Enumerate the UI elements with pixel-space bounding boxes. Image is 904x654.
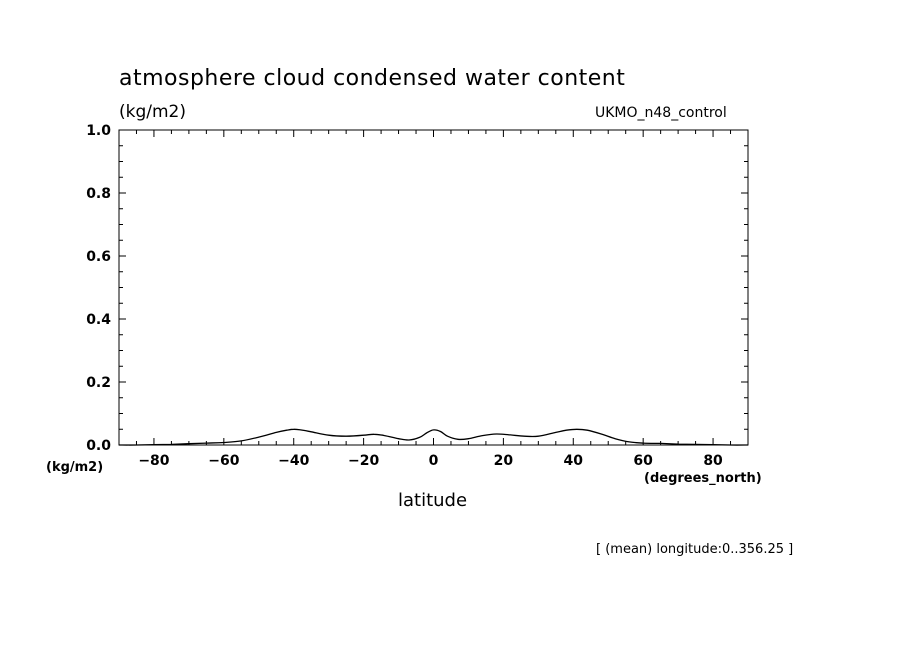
- x-tick-label: −40: [278, 453, 309, 469]
- x-axis-label: latitude: [398, 490, 468, 511]
- y-tick-label: 1.0: [86, 123, 111, 139]
- y-tick-label: 0.0: [86, 438, 111, 454]
- units-label-top: (kg/m2): [119, 102, 187, 122]
- axis-ticks: [118, 129, 749, 446]
- chart-title: atmosphere cloud condensed water content: [119, 66, 626, 91]
- x-tick-label: 0: [429, 453, 439, 469]
- footnote: [ (mean) longitude:0..356.25 ]: [596, 542, 794, 557]
- x-tick-label: −80: [138, 453, 169, 469]
- y-units-label: (kg/m2): [46, 460, 104, 475]
- y-tick-label: 0.2: [86, 375, 111, 391]
- tick-labels: −80 −60 −40 −20 0 20 40 60 80 0.0 0.2 0.4 0.6 0.8 1.0: [86, 123, 723, 469]
- plot-frame: [118, 129, 749, 446]
- x-tick-label: −60: [208, 453, 239, 469]
- x-tick-label: 20: [494, 453, 514, 469]
- x-tick-label: 40: [564, 453, 584, 469]
- x-units-label: (degrees_north): [644, 471, 762, 486]
- y-tick-label: 0.8: [86, 186, 111, 202]
- source-label: UKMO_n48_control: [595, 105, 727, 121]
- x-tick-label: −20: [348, 453, 379, 469]
- series-line: [118, 428, 749, 446]
- x-tick-label: 80: [703, 453, 723, 469]
- x-tick-label: 60: [633, 453, 653, 469]
- y-tick-label: 0.4: [86, 312, 111, 328]
- y-tick-label: 0.6: [86, 249, 111, 265]
